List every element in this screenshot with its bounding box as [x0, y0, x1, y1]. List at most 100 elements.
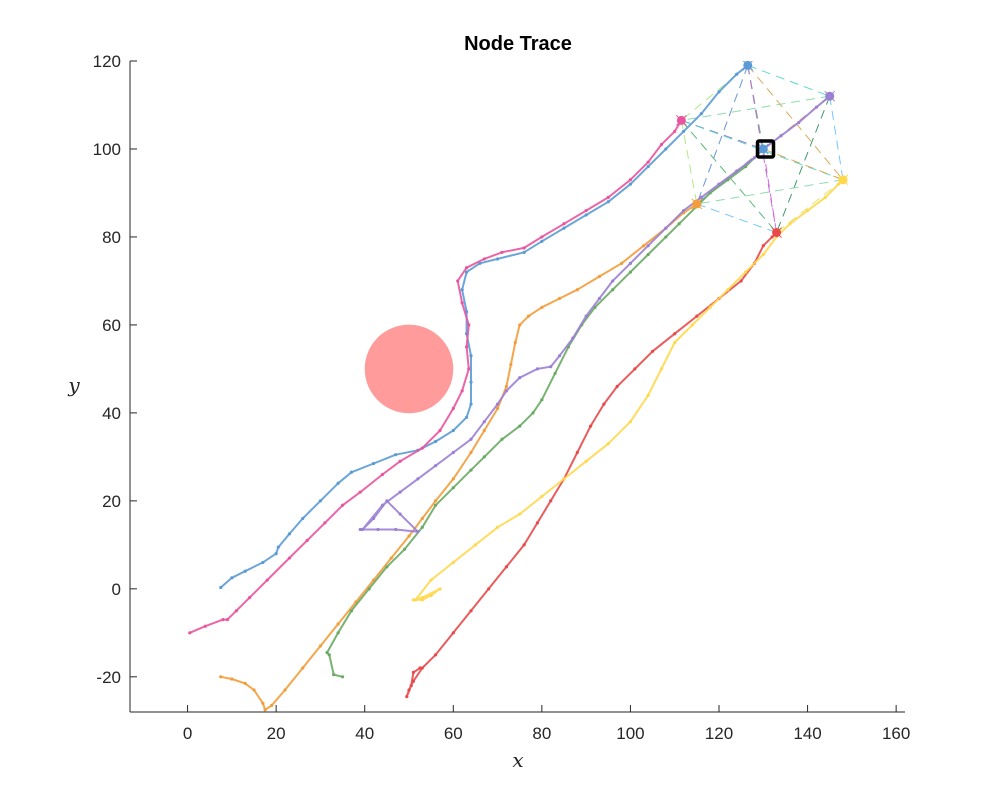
- trajectory-point: [743, 270, 748, 274]
- trajectory-point: [301, 516, 305, 521]
- trajectory-point: [761, 252, 765, 257]
- trajectory-point: [433, 503, 438, 507]
- trajectory-point: [557, 296, 562, 301]
- y-tick-label: -20: [96, 668, 121, 687]
- trajectory-point: [500, 250, 504, 254]
- trajectory-point: [243, 681, 247, 686]
- trajectory-point: [265, 578, 269, 582]
- trajectory-point: [540, 239, 544, 243]
- trajectory-point: [659, 367, 664, 371]
- trajectory-point: [518, 424, 522, 428]
- trajectory-point: [411, 679, 416, 683]
- trajectory-point: [500, 437, 504, 441]
- trajectory-point: [380, 503, 385, 507]
- trajectory-point: [336, 622, 340, 626]
- trajectory-line: [188, 119, 683, 634]
- trajectory-point: [247, 596, 252, 600]
- trajectory-point: [681, 208, 686, 213]
- trajectory-point: [429, 593, 433, 598]
- trajectory-point: [540, 305, 544, 309]
- trajectory-point: [597, 274, 602, 279]
- trajectory-point: [460, 389, 464, 393]
- trajectory-point: [469, 354, 473, 358]
- trajectory-point: [469, 609, 473, 613]
- trajectory-point: [433, 499, 438, 503]
- formation-link: [681, 95, 830, 121]
- trajectory-point: [464, 415, 469, 419]
- trajectory-point: [371, 516, 376, 521]
- trajectory-point: [451, 450, 455, 455]
- trajectory-point: [619, 261, 624, 265]
- trajectory-point: [752, 156, 757, 160]
- trajectory-point: [540, 494, 544, 499]
- x-tick-label: 20: [267, 724, 286, 743]
- formation-node: [837, 174, 849, 186]
- formation-node-mark: [824, 90, 836, 102]
- trajectory-point: [735, 72, 739, 76]
- trajectory-point: [553, 371, 557, 375]
- trajectory-point: [221, 618, 225, 622]
- trajectory-point: [405, 695, 409, 699]
- trajectory-point: [340, 503, 345, 507]
- trajectory-point: [469, 450, 473, 455]
- trajectory-point: [540, 235, 544, 239]
- y-tick-label: 100: [93, 140, 121, 159]
- trajectory-point: [451, 486, 455, 490]
- trajectory-point: [414, 598, 418, 602]
- trajectory-point: [394, 453, 398, 457]
- formation-node-mark: [691, 198, 703, 210]
- trajectory-point: [274, 552, 278, 556]
- x-tick-label: 60: [444, 724, 463, 743]
- trajectory-point: [681, 129, 686, 133]
- trajectory-point: [699, 112, 703, 116]
- trajectory-point: [318, 499, 323, 503]
- trajectory-point: [433, 464, 438, 468]
- trajectory-point: [805, 208, 810, 213]
- trajectory-point: [695, 314, 699, 318]
- trajectory-point: [398, 459, 402, 463]
- trajectory-point: [467, 367, 471, 371]
- trajectory-point: [270, 703, 274, 708]
- trajectory-point: [504, 565, 509, 569]
- trajectory-point: [482, 257, 486, 261]
- trajectory-series: [358, 94, 832, 534]
- trajectory-point: [464, 345, 469, 349]
- trajectory-point: [385, 565, 389, 569]
- y-tick-label: 0: [112, 580, 121, 599]
- plot-content: [188, 61, 849, 712]
- trajectory-point: [606, 195, 610, 199]
- trajectory-point: [677, 222, 681, 226]
- trajectory-point: [336, 631, 340, 635]
- trajectory-point: [409, 684, 413, 688]
- y-axis-label: y: [67, 373, 80, 397]
- trajectory-point: [263, 708, 267, 712]
- trajectory-point: [301, 666, 305, 670]
- trajectory-point: [814, 105, 819, 109]
- trajectory-point: [402, 547, 407, 551]
- trajectory-point: [482, 455, 486, 459]
- trajectory-point: [420, 446, 424, 450]
- trajectory-point: [482, 420, 486, 424]
- trajectory-point: [673, 129, 677, 133]
- trajectory-point: [416, 530, 420, 534]
- formation-link: [747, 65, 844, 181]
- trajectory-point: [418, 666, 422, 670]
- trajectory-point: [628, 178, 633, 182]
- trajectory-point: [380, 472, 385, 477]
- trajectory-point: [611, 279, 615, 283]
- trajectory-point: [305, 538, 309, 543]
- trajectory-point: [504, 389, 509, 393]
- trajectory-point: [673, 340, 677, 345]
- trajectory-point: [420, 516, 424, 521]
- formation-node: [824, 90, 836, 102]
- formation-node-mark: [757, 143, 769, 155]
- trajectory-point: [243, 569, 247, 573]
- trajectory-point: [526, 314, 531, 318]
- trajectory-point: [650, 349, 655, 353]
- trajectory-point: [664, 235, 668, 239]
- formation-node: [676, 115, 687, 126]
- trajectory-point: [429, 578, 433, 582]
- obstacle-circle: [364, 324, 454, 414]
- trajectory-point: [420, 598, 424, 602]
